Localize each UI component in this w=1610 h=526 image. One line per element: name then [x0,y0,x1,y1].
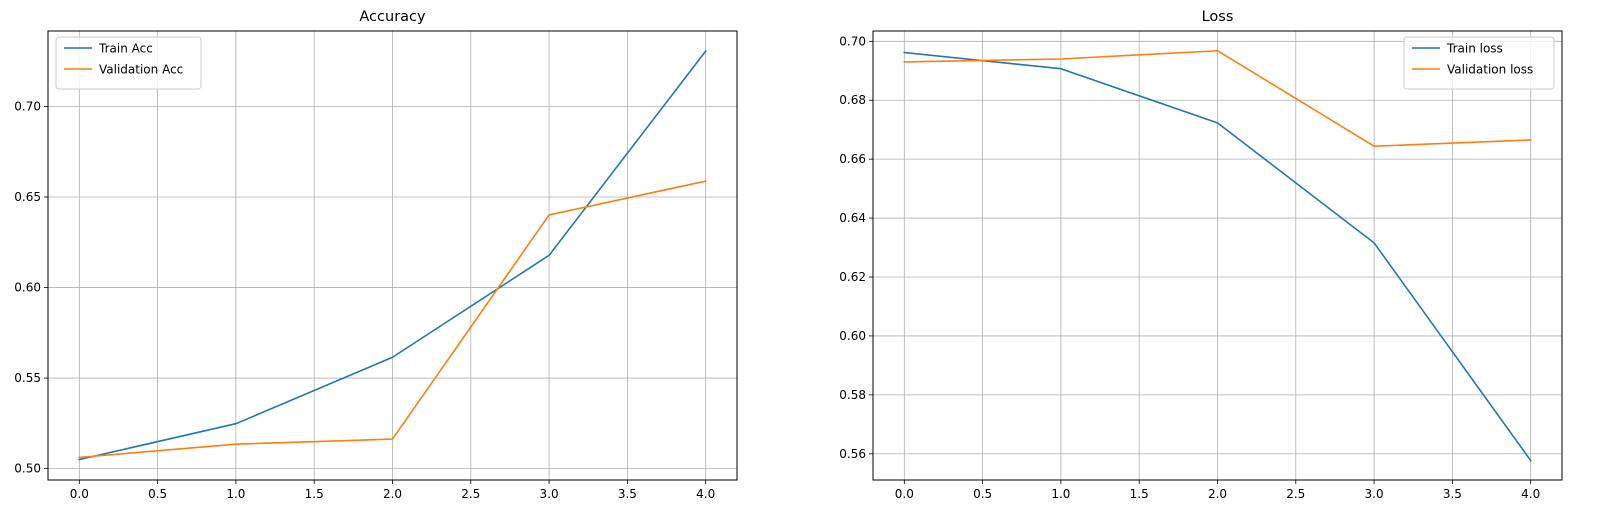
loss-chart: 0.0 0.5 1.0 1.5 2.0 2.5 3.0 3.5 4.0 0.56 0.58 0.60 0… [839,9,1563,501]
accuracy-x-tick-label: 0.0 [70,487,89,501]
accuracy-y-tick-label: 0.60 [14,281,41,295]
loss-y-tick-label: 0.60 [839,329,866,343]
loss-x-tick-label: 2.5 [1286,487,1305,501]
accuracy-y-tick-label: 0.50 [14,462,41,476]
loss-x-tick-label: 3.0 [1365,487,1384,501]
loss-y-tick-label: 0.58 [839,388,866,402]
loss-x-tick-label: 4.0 [1521,487,1540,501]
train-loss-legend-label: Train loss [1446,42,1503,56]
accuracy-title: Accuracy [359,9,426,25]
accuracy-legend: Train Acc Validation Acc [55,36,202,90]
accuracy-x-tick-label: 2.5 [461,487,480,501]
loss-x-tick-label: 0.5 [973,487,992,501]
accuracy-y-tick-label: 0.65 [14,190,41,204]
accuracy-x-tick-label: 3.5 [618,487,637,501]
loss-y-tick-label: 0.70 [839,34,866,48]
loss-grid [873,31,1562,480]
accuracy-chart: 0.0 0.5 1.0 1.5 2.0 2.5 3.0 3.5 4.0 0.50 0.55 0.60 0… [14,9,738,501]
loss-y-tick-label: 0.56 [839,447,866,461]
accuracy-x-tick-label: 4.0 [696,487,715,501]
loss-y-tick-label: 0.68 [839,93,866,107]
accuracy-ticks: 0.0 0.5 1.0 1.5 2.0 2.5 3.0 3.5 4.0 0.50 0.55 0.60 0… [14,99,715,501]
accuracy-legend-box [55,36,202,90]
loss-x-tick-label: 1.0 [1051,487,1070,501]
accuracy-y-tick-label: 0.55 [14,371,41,385]
validation-acc-line [78,180,707,459]
validation-loss-line [903,49,1532,147]
loss-x-tick-label: 0.0 [895,487,914,501]
accuracy-x-tick-label: 0.5 [148,487,167,501]
train-acc-line [78,49,707,461]
train-acc-legend-label: Train Acc [98,42,153,56]
loss-y-tick-label: 0.62 [839,270,866,284]
loss-legend: Train loss Validation loss [1403,36,1555,90]
accuracy-x-tick-label: 1.5 [305,487,324,501]
loss-x-tick-label: 2.0 [1208,487,1227,501]
loss-title: Loss [1202,9,1234,25]
accuracy-x-tick-label: 1.0 [226,487,245,501]
loss-x-tick-label: 3.5 [1443,487,1462,501]
loss-y-tick-label: 0.64 [839,211,866,225]
loss-ticks: 0.0 0.5 1.0 1.5 2.0 2.5 3.0 3.5 4.0 0.56 0.58 0.60 0… [839,34,1540,501]
accuracy-y-tick-label: 0.70 [14,99,41,113]
accuracy-series [78,49,707,461]
accuracy-grid [48,31,737,480]
accuracy-x-tick-label: 3.0 [540,487,559,501]
loss-x-tick-label: 1.5 [1130,487,1149,501]
accuracy-x-tick-label: 2.0 [383,487,402,501]
loss-y-tick-label: 0.66 [839,152,866,166]
loss-series [903,49,1532,462]
loss-legend-box [1403,36,1555,90]
train-loss-line [903,51,1532,462]
validation-acc-legend-label: Validation Acc [99,63,183,77]
validation-loss-legend-label: Validation loss [1447,63,1533,77]
